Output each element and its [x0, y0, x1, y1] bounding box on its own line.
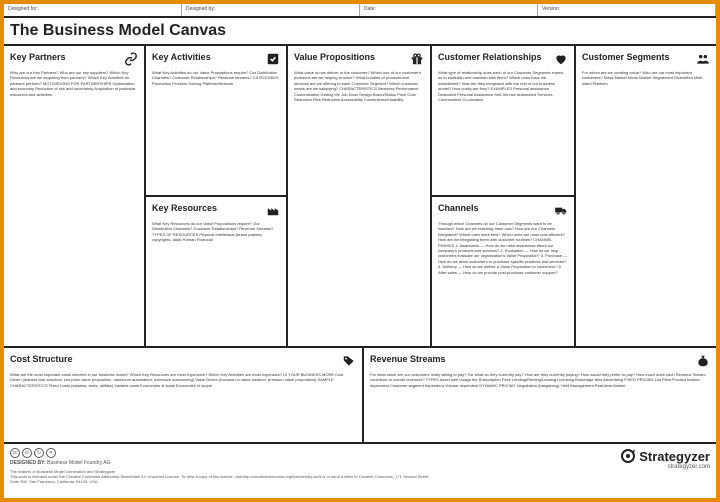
block-title: Customer Relationships: [438, 52, 542, 62]
block-body: Who are our Key Partners? Who are our ke…: [10, 70, 138, 97]
gift-icon: [410, 52, 424, 66]
block-channels: Channels Through which Channels do our C…: [432, 197, 574, 346]
block-body: Through which Channels do our Customer S…: [438, 221, 568, 275]
by-icon: ⊙: [22, 448, 32, 458]
link-icon: [124, 52, 138, 66]
heart-icon: [554, 52, 568, 66]
block-key-activities: Key Activities What Key Activities do ou…: [146, 46, 286, 195]
block-title: Customer Segments: [582, 52, 670, 62]
moneybag-icon: [696, 354, 710, 368]
block-title: Channels: [438, 203, 479, 213]
block-title: Value Propositions: [294, 52, 375, 62]
block-body: What are the most important costs inhere…: [10, 372, 356, 388]
target-icon: [620, 448, 636, 464]
block-title: Key Activities: [152, 52, 211, 62]
block-body: What value do we deliver to the customer…: [294, 70, 424, 102]
sa-icon: ↻: [34, 448, 44, 458]
tag-icon: [342, 354, 356, 368]
designed-by-label: DESIGNED BY:: [10, 460, 46, 466]
block-body: For whom are we creating value? Who are …: [582, 70, 710, 86]
footer-right: Strategyzer strategyzer.com: [620, 448, 710, 470]
meta-date: Date:: [360, 4, 538, 16]
footer: cc⊙↻= DESIGNED BY: Business Model Foundr…: [4, 444, 716, 492]
block-body: For what value are our customers really …: [370, 372, 710, 388]
cc-icons: cc⊙↻=: [10, 448, 430, 458]
meta-version: Version:: [538, 4, 716, 16]
brand-url: strategyzer.com: [620, 464, 710, 470]
factory-icon: [266, 203, 280, 217]
meta-designed-for: Designed for:: [4, 4, 182, 16]
page-title: The Business Model Canvas: [10, 22, 226, 40]
block-revenue-streams: Revenue Streams For what value are our c…: [364, 348, 716, 442]
footer-license: This work is licensed under the Creative…: [10, 474, 430, 484]
block-title: Revenue Streams: [370, 354, 446, 364]
designed-by-value: Business Model Foundry AG: [47, 460, 110, 466]
block-title: Key Partners: [10, 52, 66, 62]
nd-icon: =: [46, 448, 56, 458]
block-cost-structure: Cost Structure What are the most importa…: [4, 348, 362, 442]
block-body: What Key Resources do our Value Proposit…: [152, 221, 280, 243]
canvas-frame: Designed for: Designed by: Date: Version…: [0, 0, 720, 502]
block-title: Key Resources: [152, 203, 217, 213]
block-key-partners: Key Partners Who are our Key Partners? W…: [4, 46, 144, 346]
block-title: Cost Structure: [10, 354, 73, 364]
brand-name: Strategyzer: [639, 449, 710, 464]
grid-bottom: Cost Structure What are the most importa…: [4, 348, 716, 444]
footer-left: cc⊙↻= DESIGNED BY: Business Model Foundr…: [10, 448, 430, 484]
grid-top: Key Partners Who are our Key Partners? W…: [4, 46, 716, 348]
block-value-propositions: Value Propositions What value do we deli…: [288, 46, 430, 346]
title-row: The Business Model Canvas: [4, 18, 716, 46]
check-icon: [266, 52, 280, 66]
meta-bar: Designed for: Designed by: Date: Version…: [4, 4, 716, 18]
block-key-resources: Key Resources What Key Resources do our …: [146, 197, 286, 346]
people-icon: [696, 52, 710, 66]
truck-icon: [554, 203, 568, 217]
brand-logo: Strategyzer: [620, 448, 710, 464]
block-body: What type of relationship does each of o…: [438, 70, 568, 102]
meta-designed-by: Designed by:: [182, 4, 360, 16]
cc-icon: cc: [10, 448, 20, 458]
block-customer-segments: Customer Segments For whom are we creati…: [576, 46, 716, 346]
block-customer-relationships: Customer Relationships What type of rela…: [432, 46, 574, 195]
block-body: What Key Activities do our Value Proposi…: [152, 70, 280, 86]
